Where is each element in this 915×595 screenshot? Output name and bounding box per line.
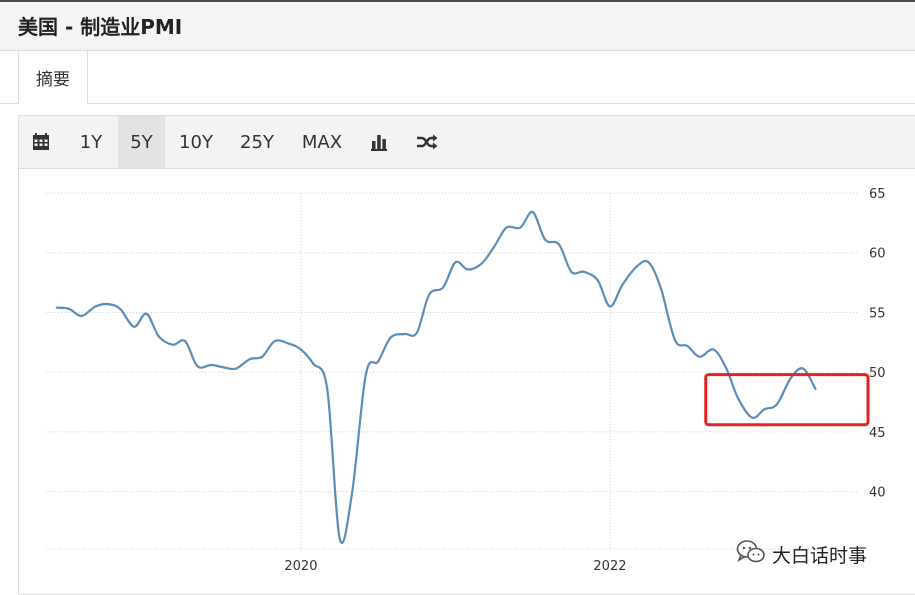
data-point [415, 331, 418, 334]
data-point [183, 340, 187, 343]
data-point [698, 355, 701, 358]
data-point [119, 307, 122, 310]
y-tick-label: 45 [869, 426, 886, 441]
data-point [621, 283, 624, 287]
data-point [234, 367, 238, 370]
bar-chart-icon[interactable] [359, 116, 399, 168]
data-point [261, 355, 264, 358]
data-point [608, 305, 612, 308]
data-point [145, 312, 148, 315]
data-point [55, 306, 58, 309]
calendar-icon[interactable] [19, 116, 63, 168]
watermark: 大白话时事 [736, 539, 867, 570]
data-point [403, 332, 406, 336]
data-point [505, 226, 508, 229]
range-5y-button[interactable]: 5Y [118, 116, 165, 168]
data-point [686, 344, 689, 348]
data-point [763, 408, 766, 411]
data-point [80, 314, 83, 318]
x-tick-label: 2020 [284, 559, 317, 574]
data-point [789, 377, 792, 380]
data-point [635, 265, 638, 269]
y-tick-label: 65 [869, 187, 886, 202]
y-tick-label: 60 [869, 247, 886, 262]
data-point [299, 348, 303, 351]
data-point [312, 362, 315, 365]
pmi-series-line [56, 210, 817, 544]
data-point [647, 261, 650, 264]
data-point [389, 336, 392, 339]
data-point [428, 293, 431, 296]
data-point [157, 335, 160, 338]
x-axis-ticks: 2020 2022 [284, 559, 626, 574]
data-point [582, 270, 585, 273]
highlight-layer [704, 373, 870, 427]
data-point [94, 305, 97, 308]
data-point [724, 366, 727, 369]
data-point [814, 387, 817, 391]
data-point [171, 343, 174, 346]
data-point [596, 279, 599, 282]
shuffle-icon[interactable] [407, 116, 447, 168]
data-point [466, 268, 469, 271]
wechat-icon [736, 539, 766, 570]
data-point [737, 397, 740, 400]
chart-toolbar: 1Y 5Y 10Y 25Y MAX [19, 116, 915, 169]
data-point [338, 537, 341, 540]
data-point [712, 348, 715, 351]
data-point [519, 226, 522, 229]
tabs-row: 摘要 [0, 51, 915, 104]
data-point [802, 367, 805, 370]
grid-lines [46, 192, 858, 550]
data-point [377, 360, 380, 363]
data-point [531, 211, 534, 214]
data-point [480, 262, 483, 265]
data-point [132, 325, 136, 328]
x-tick-label: 2022 [593, 559, 626, 574]
data-point [68, 307, 71, 310]
y-tick-label: 40 [869, 486, 886, 501]
data-point [287, 342, 290, 345]
y-tick-label: 50 [869, 366, 886, 381]
data-point [350, 492, 354, 496]
series-layer [55, 210, 817, 544]
range-10y-button[interactable]: 10Y [179, 131, 213, 153]
data-point [751, 416, 754, 419]
data-point [364, 373, 367, 376]
data-point [106, 303, 109, 306]
data-point [492, 245, 496, 248]
data-point [326, 387, 329, 391]
range-25y-button[interactable]: 25Y [240, 131, 274, 153]
data-point [454, 261, 457, 264]
watermark-text: 大白话时事 [772, 545, 868, 567]
page-title: 美国 - 制造业PMI [18, 15, 183, 39]
title-bar: 美国 - 制造业PMI [0, 0, 915, 51]
range-1y-button[interactable]: 1Y [79, 131, 103, 153]
data-point [248, 357, 252, 361]
data-point [273, 340, 276, 343]
data-point [543, 238, 547, 241]
tab-summary[interactable]: 摘要 [18, 51, 88, 104]
data-point [210, 363, 213, 367]
data-point [557, 243, 561, 246]
y-tick-label: 55 [869, 306, 886, 321]
range-max-button[interactable]: MAX [301, 131, 343, 153]
data-point [222, 366, 225, 369]
data-point [659, 287, 663, 290]
data-point [196, 365, 199, 368]
y-axis-ticks: 40 45 50 55 60 65 [869, 187, 886, 501]
highlight-box [704, 373, 870, 427]
data-point [441, 286, 445, 289]
data-point [775, 403, 778, 406]
data-point [570, 270, 573, 273]
data-point [673, 338, 676, 342]
